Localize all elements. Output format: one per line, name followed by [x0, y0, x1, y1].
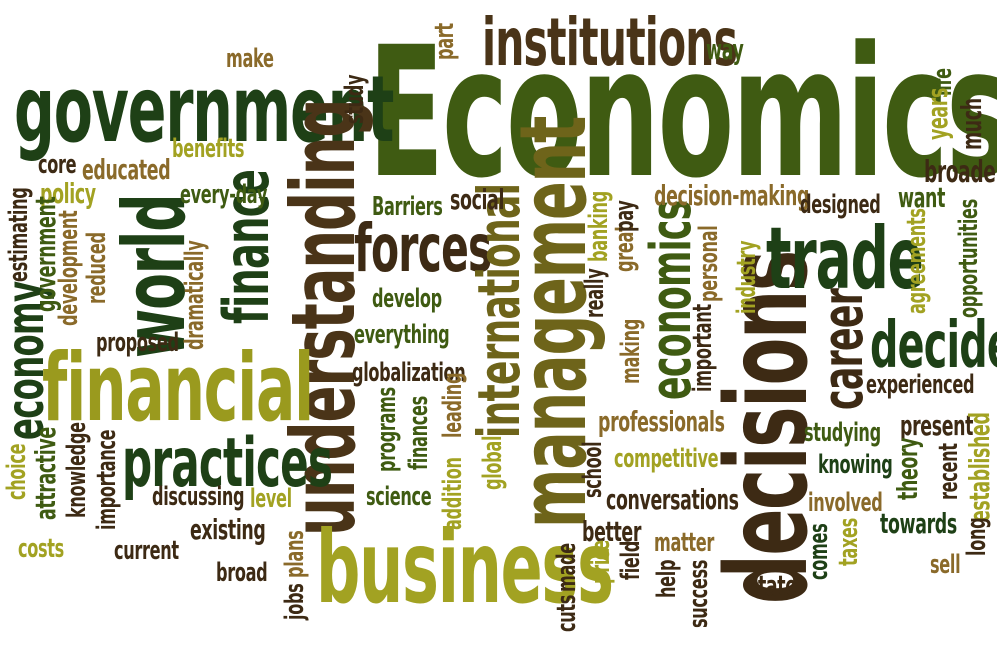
word-core: core	[38, 150, 77, 180]
word-study: study	[340, 74, 370, 124]
word-much: much	[955, 98, 988, 150]
word-pay: pay	[610, 200, 640, 232]
word-school: school	[578, 441, 608, 498]
word-international: international	[465, 183, 533, 438]
word-trade: trade	[766, 209, 924, 309]
word-discussing: discussing	[152, 482, 245, 512]
word-making: making	[616, 318, 646, 384]
word-finances: finances	[404, 396, 434, 470]
word-cuts: cuts	[552, 594, 582, 632]
word-leading: leading	[438, 372, 468, 438]
word-economics-big: Economics	[368, 9, 997, 218]
word-made: made	[552, 543, 582, 592]
word-studying: studying	[804, 418, 881, 448]
word-plans: plans	[280, 530, 310, 578]
word-conversations: conversations	[606, 483, 739, 516]
word-business: business	[316, 509, 614, 626]
word-social: social	[450, 183, 505, 216]
word-recent: recent	[934, 443, 964, 500]
word-reduced: reduced	[82, 232, 112, 304]
word-level: level	[250, 484, 292, 514]
word-institutions: institutions	[482, 4, 738, 81]
word-science: science	[366, 482, 432, 512]
word-jobs: jobs	[280, 583, 310, 620]
word-theory: theory	[891, 437, 924, 500]
word-competitive: competitive	[614, 444, 719, 474]
word-policy: policy	[40, 177, 96, 210]
word-everything: everything	[354, 320, 450, 350]
word-professionals: professionals	[598, 405, 725, 438]
word-state: state	[748, 569, 797, 602]
word-broad: broad	[216, 558, 268, 588]
word-towards: towards	[880, 507, 957, 540]
word-practices: practices	[122, 424, 333, 503]
word-develop: develop	[372, 284, 442, 314]
word-long: long	[962, 517, 992, 556]
word-financial: financial	[42, 334, 314, 443]
word-programs: programs	[372, 387, 402, 472]
word-career: career	[811, 288, 876, 410]
word-involved: involved	[808, 488, 883, 518]
word-better: better	[582, 515, 642, 548]
word-experienced: experienced	[866, 370, 975, 400]
word-dramatically: dramatically	[180, 240, 210, 350]
word-knowledge: knowledge	[62, 422, 92, 518]
word-make: make	[226, 44, 274, 74]
word-really: really	[580, 268, 610, 318]
word-success: success	[684, 559, 714, 628]
word-choice: choice	[2, 443, 32, 500]
word-field: field	[616, 541, 646, 580]
word-benefits: benefits	[172, 134, 245, 164]
word-agreements: agreements	[902, 208, 932, 314]
word-global: global	[478, 435, 508, 490]
word-every-day: every-day	[180, 180, 268, 210]
word-established: established	[963, 412, 996, 522]
word-price: price	[586, 540, 616, 584]
word-decision-making: decision-making	[654, 179, 810, 212]
word-importance: importance	[92, 429, 122, 530]
word-existing: existing	[190, 513, 266, 546]
word-development: development	[54, 210, 84, 326]
word-important: important	[688, 304, 718, 392]
word-proposed: proposed	[96, 328, 179, 358]
word-part: part	[430, 23, 460, 61]
word-comes: comes	[804, 523, 834, 580]
word-globalization: globalization	[352, 358, 466, 388]
word-educated: educated	[82, 153, 171, 186]
word-designed: designed	[800, 190, 881, 220]
word-opportunities: opportunities	[954, 199, 984, 318]
word-attractive: attractive	[29, 427, 62, 520]
word-help: help	[652, 559, 682, 598]
word-way: way	[706, 33, 744, 66]
word-want: want	[898, 181, 946, 214]
word-matter: matter	[654, 528, 715, 558]
word-present: present	[900, 409, 974, 442]
word-barriers: Barriers	[372, 192, 443, 222]
word-current: current	[114, 536, 179, 566]
word-knowing: knowing	[818, 450, 893, 480]
word-government: government	[14, 56, 394, 163]
word-banking: banking	[584, 191, 614, 262]
word-broaden: broaden	[924, 155, 997, 190]
word-personal: personal	[694, 225, 724, 302]
word-industry: industry	[732, 240, 762, 314]
word-decide: decide	[870, 309, 997, 383]
word-addition: addition	[438, 457, 468, 530]
word-years: years	[921, 88, 954, 140]
word-costs: costs	[18, 534, 64, 564]
word-sell: sell	[930, 550, 961, 580]
word-taxes: taxes	[834, 518, 864, 566]
word-forces: forces	[354, 210, 492, 287]
